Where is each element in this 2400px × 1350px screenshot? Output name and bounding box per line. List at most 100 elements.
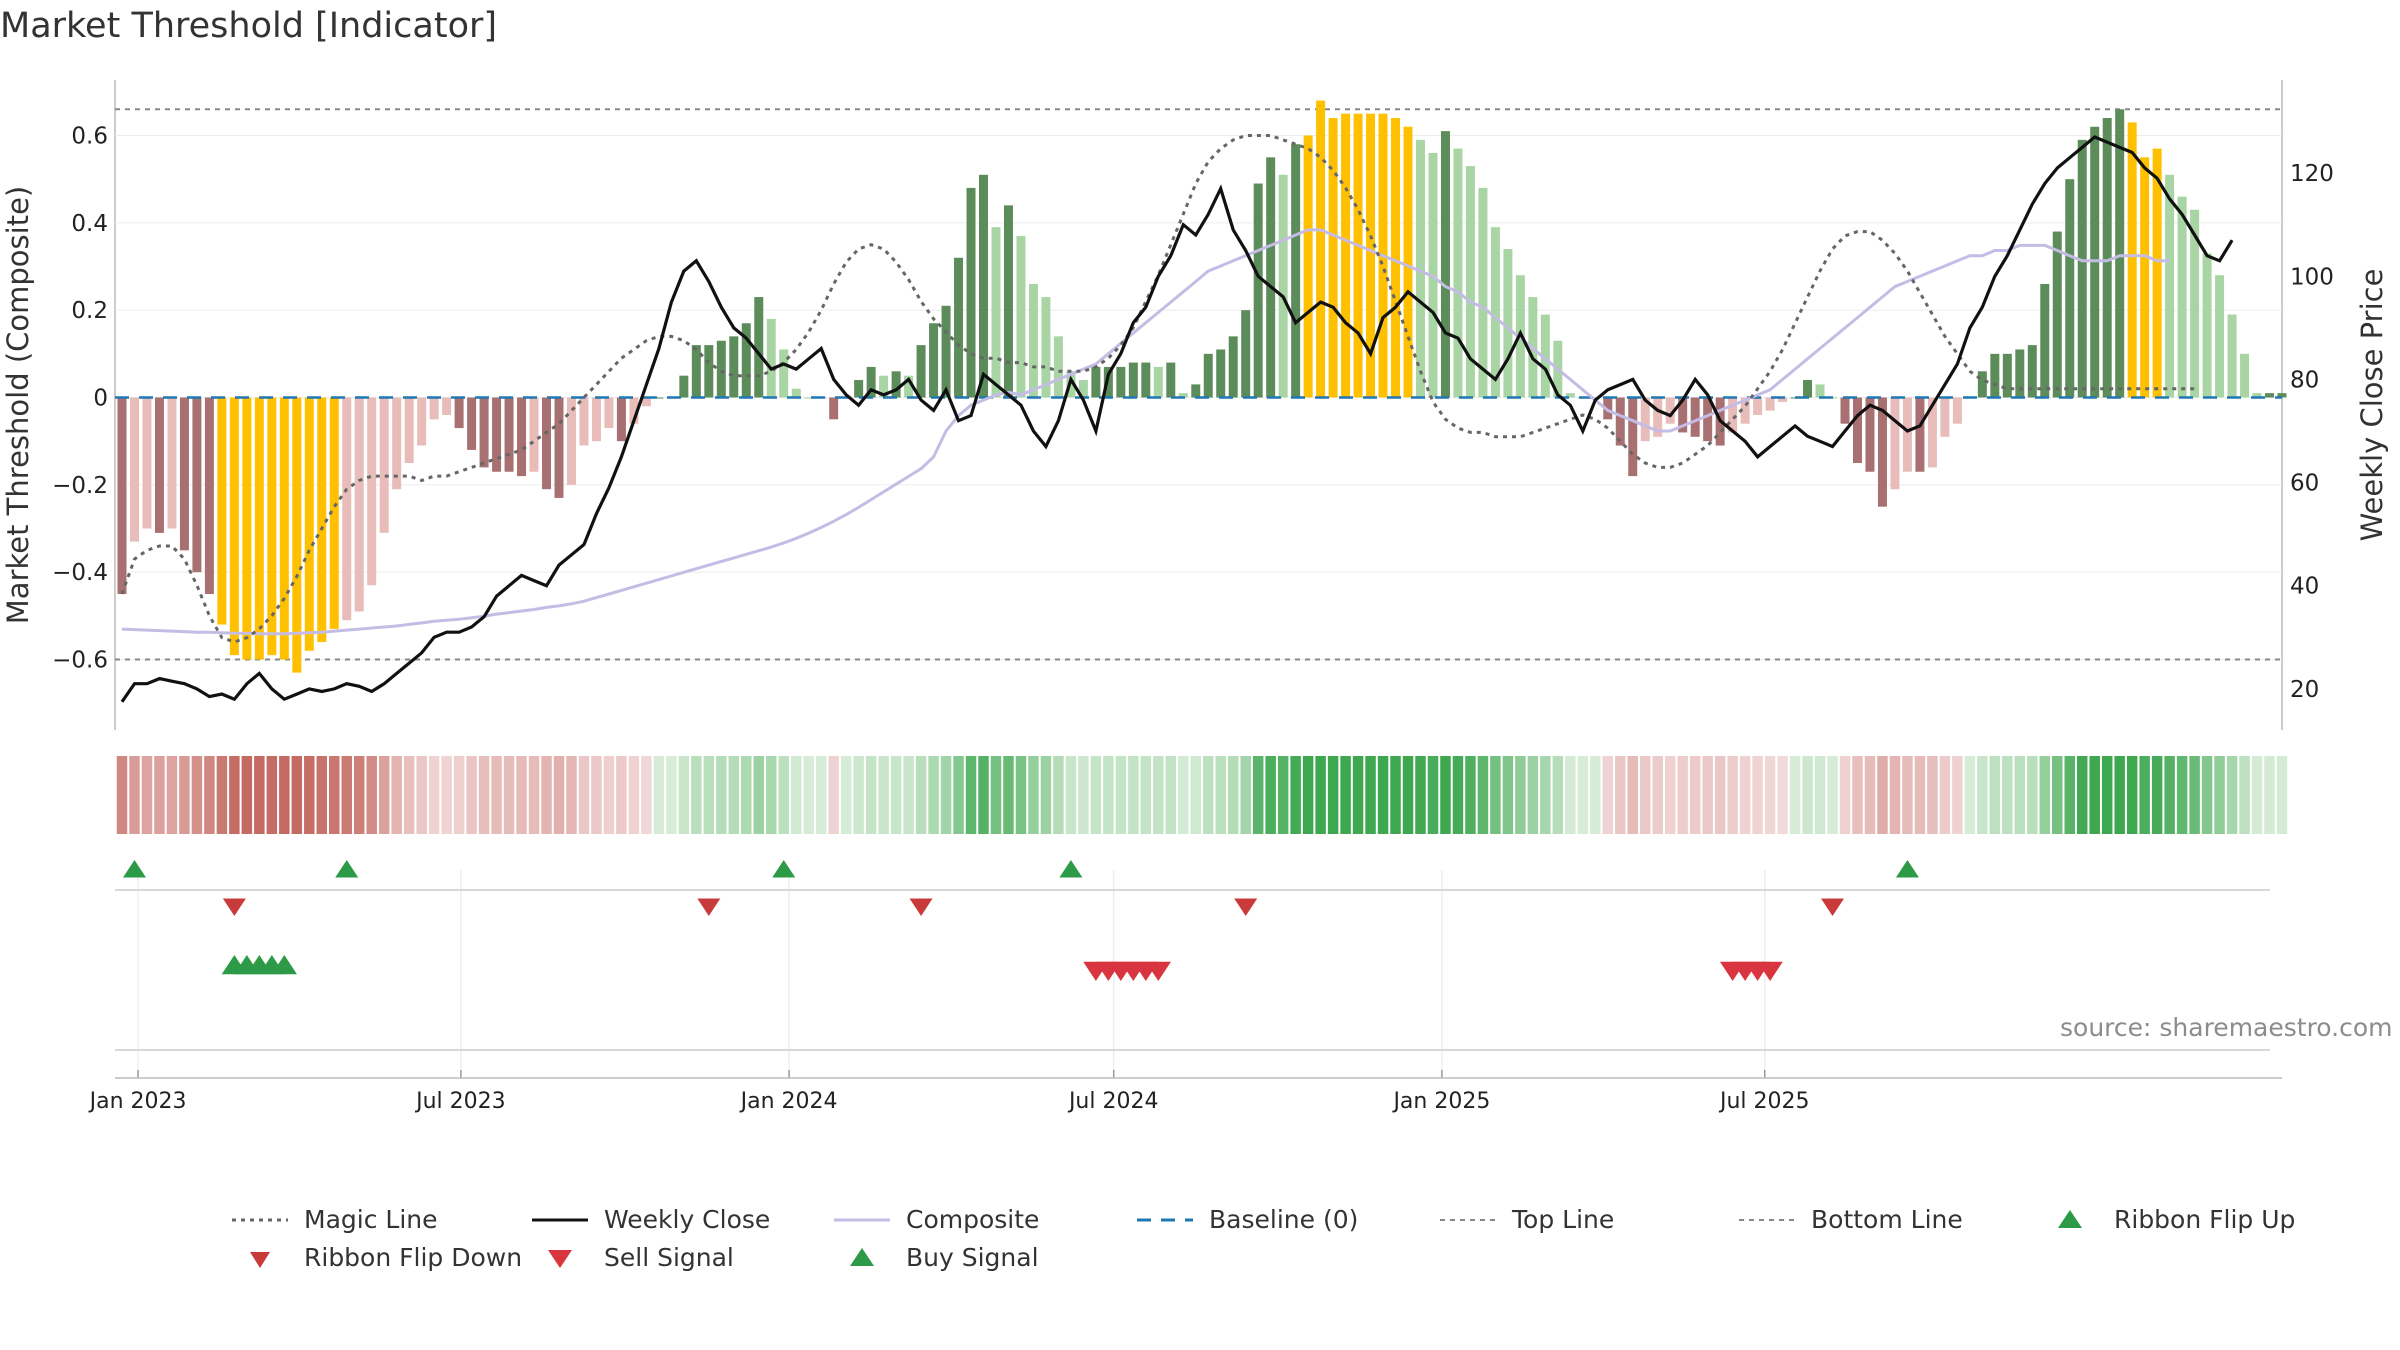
threshold-bar <box>1303 135 1313 398</box>
ribbon-cell <box>1814 756 1826 834</box>
ribbon-cell <box>753 756 765 834</box>
ribbon-cell <box>666 756 677 834</box>
ribbon-cell <box>828 756 839 834</box>
ribbon-cell <box>865 756 877 834</box>
ribbon-cell <box>1752 756 1763 834</box>
ribbon-cell <box>641 756 652 834</box>
threshold-bar <box>204 397 214 594</box>
threshold-bar <box>1877 397 1887 507</box>
threshold-bar <box>1403 126 1413 398</box>
ribbon-cell <box>1415 756 1426 834</box>
threshold-bar <box>1753 397 1763 415</box>
ribbon-cell <box>1677 756 1688 834</box>
threshold-bar <box>1253 183 1263 398</box>
ribbon-cell <box>1327 756 1339 834</box>
ribbon-cell <box>803 756 814 834</box>
threshold-bar <box>1266 157 1276 398</box>
threshold-bar <box>1328 118 1338 398</box>
ribbon-cell <box>1377 756 1389 834</box>
legend-swatch <box>1739 1218 1795 1221</box>
chart-title: Market Threshold [Indicator] <box>0 6 498 46</box>
threshold-bar <box>1603 397 1613 420</box>
threshold-bar <box>1665 397 1675 424</box>
threshold-bar <box>1852 397 1862 463</box>
ribbon-cell <box>453 756 465 834</box>
threshold-bar <box>2065 179 2075 398</box>
threshold-bar <box>1178 393 1188 398</box>
ribbon-cell <box>1078 756 1089 834</box>
source-label: source: sharemaestro.com <box>2060 1013 2393 1042</box>
ribbon-cell <box>1003 756 1014 834</box>
threshold-bar <box>479 397 489 468</box>
legend-item: Weekly Close <box>530 1205 770 1234</box>
weekly-close-line <box>120 135 2234 703</box>
ribbon-cell <box>903 756 914 834</box>
ribbon-cell <box>1602 756 1614 834</box>
ribbon-cell <box>1577 756 1589 834</box>
legend-label: Magic Line <box>304 1205 438 1234</box>
threshold-bars <box>117 100 2287 673</box>
threshold-bar <box>879 375 889 398</box>
threshold-bar <box>804 397 814 399</box>
ribbon-cell <box>1390 756 1401 834</box>
threshold-bar <box>404 397 414 463</box>
legend-item: Ribbon Flip Down <box>230 1243 522 1272</box>
threshold-bar <box>979 174 988 398</box>
threshold-bar <box>2202 253 2212 398</box>
threshold-bar <box>154 397 164 533</box>
threshold-bar <box>367 397 377 586</box>
ribbon-cell <box>1552 756 1564 834</box>
legend-label: Sell Signal <box>604 1243 734 1272</box>
threshold-bar <box>1166 362 1176 398</box>
threshold-bar <box>729 336 739 398</box>
threshold-bar <box>2115 109 2125 398</box>
threshold-bar <box>192 397 202 573</box>
threshold-bar <box>1952 397 1962 424</box>
legend-item: Composite <box>832 1205 1039 1234</box>
legend-swatch <box>2058 1209 2082 1228</box>
ribbon-cell <box>890 756 902 834</box>
threshold-bar <box>2165 174 2175 398</box>
threshold-bar <box>829 397 839 420</box>
ribbon-cell <box>815 756 827 834</box>
buy-signal-marker <box>271 955 297 975</box>
threshold-bar <box>1416 139 1425 398</box>
threshold-bar <box>1203 353 1213 398</box>
threshold-bar <box>1728 397 1738 433</box>
ribbon-cell <box>2251 756 2263 834</box>
legend-swatch <box>532 1218 588 1221</box>
ribbon-flip-up-marker <box>335 860 359 878</box>
right-axis-label: Weekly Close Price <box>2355 269 2389 542</box>
ribbon-cell <box>1402 756 1414 834</box>
ribbon-cell <box>1352 756 1364 834</box>
threshold-bar <box>317 397 327 643</box>
ribbon-cell <box>329 756 340 834</box>
threshold-bar <box>1078 380 1088 398</box>
axis-ticks: 0.6 0.4 0.2 0 −0.2 −0.4 −0.6 120 100 80 60 40 20 Mark… <box>1 124 2389 1115</box>
ribbon-cell <box>116 756 128 834</box>
ribbon-cell <box>191 756 203 834</box>
signal-markers <box>122 860 1919 981</box>
legend-label: Top Line <box>1512 1205 1615 1234</box>
legend-label: Baseline (0) <box>1209 1205 1359 1234</box>
x-tick-label: Jan 2025 <box>1391 1089 1490 1114</box>
ribbon-cell <box>216 756 228 834</box>
legend-item: Ribbon Flip Up <box>2040 1205 2295 1234</box>
ribbon-cell <box>1527 756 1539 834</box>
threshold-bar <box>1703 397 1713 442</box>
threshold-bar <box>442 397 452 415</box>
ribbon-strip <box>116 756 2288 834</box>
threshold-bar <box>2102 118 2112 398</box>
threshold-bar <box>891 371 901 398</box>
threshold-bar <box>2140 157 2150 398</box>
threshold-bar <box>1228 336 1238 398</box>
legend-label: Ribbon Flip Up <box>2114 1205 2296 1234</box>
threshold-bar <box>604 397 614 429</box>
legend-label: Buy Signal <box>906 1243 1039 1272</box>
ribbon-cell <box>1877 756 1888 834</box>
threshold-bar <box>1003 205 1013 398</box>
ribbon-cell <box>853 756 864 834</box>
threshold-bar <box>1316 100 1326 398</box>
threshold-bar <box>117 397 127 594</box>
ribbon-cell <box>1340 756 1351 834</box>
